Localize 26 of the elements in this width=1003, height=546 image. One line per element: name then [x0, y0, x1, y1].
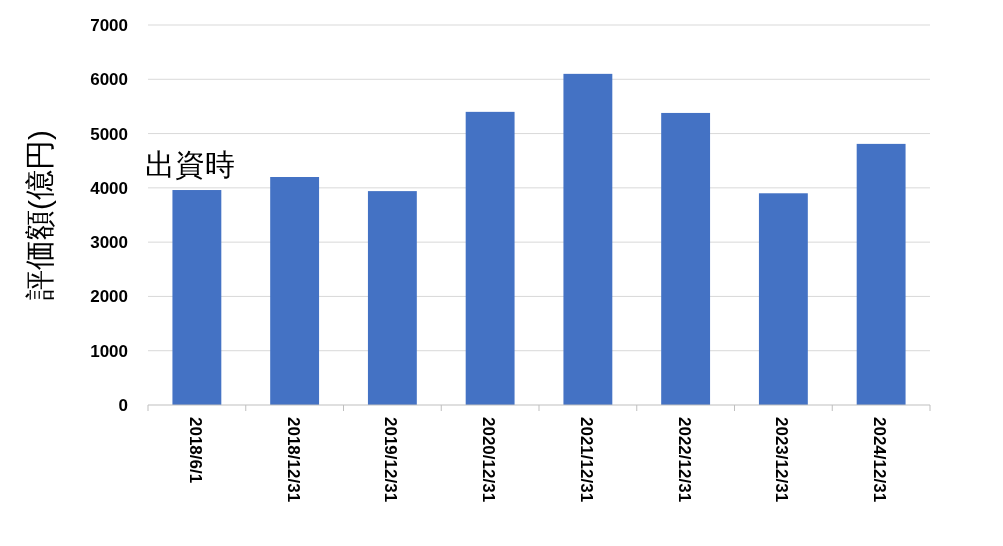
- y-tick-label: 5000: [90, 124, 128, 144]
- bar: [758, 193, 808, 405]
- bar: [270, 177, 320, 405]
- x-tick-label: 2023/12/31: [772, 417, 792, 503]
- bar: [367, 191, 417, 405]
- y-tick-label: 1000: [90, 341, 128, 361]
- annotation: 出資時: [145, 148, 236, 182]
- x-tick-label: 2024/12/31: [870, 417, 890, 503]
- x-tick-label: 2022/12/31: [674, 417, 694, 503]
- x-tick-label: 2019/12/31: [381, 417, 401, 503]
- bar: [172, 190, 222, 405]
- y-tick-label: 0: [118, 396, 128, 415]
- bar: [563, 73, 613, 405]
- bar: [465, 111, 515, 405]
- x-tick-label: 2018/6/1: [185, 417, 205, 484]
- y-tick-label: 2000: [90, 287, 128, 307]
- x-tick-label: 2020/12/31: [479, 417, 499, 503]
- y-tick-label: 6000: [90, 70, 128, 90]
- bar: [856, 143, 906, 405]
- x-tick-label: 2018/12/31: [283, 417, 303, 503]
- y-tick-label: 7000: [90, 16, 128, 35]
- y-tick-label: 4000: [90, 178, 128, 198]
- x-tick-label: 2021/12/31: [576, 417, 596, 503]
- y-tick-label: 3000: [90, 233, 128, 253]
- y-axis-title: 評価額(億円): [23, 130, 56, 300]
- bar: [661, 112, 711, 405]
